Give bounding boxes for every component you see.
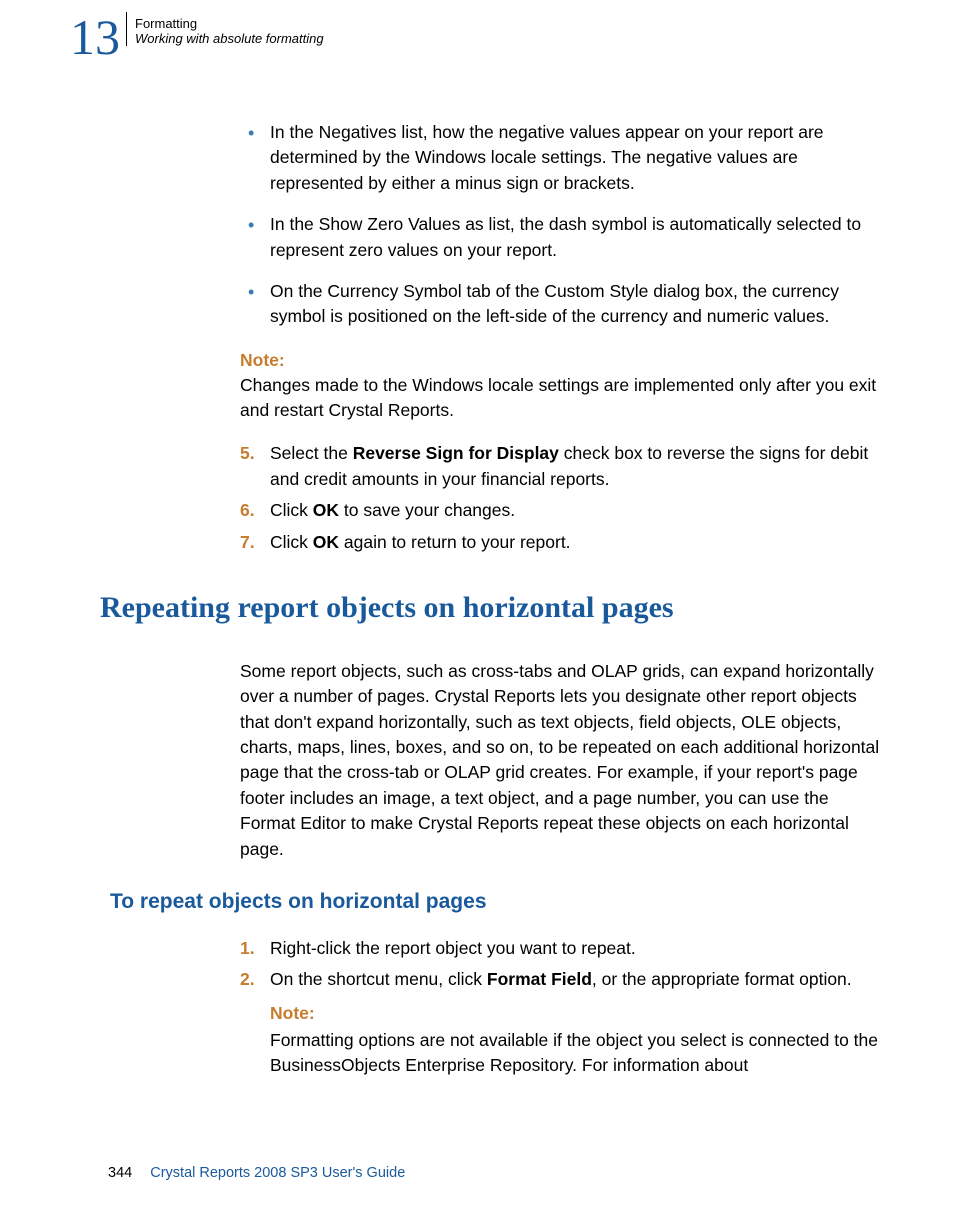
note-label: Note:: [270, 1001, 884, 1026]
chapter-number: 13: [70, 12, 120, 62]
step-text-post: , or the appropriate format option.: [592, 969, 852, 989]
step-number: 7.: [240, 530, 255, 555]
step-item: 6. Click OK to save your changes.: [240, 498, 884, 523]
step-text-post: to save your changes.: [339, 500, 515, 520]
chapter-titles: Formatting Working with absolute formatt…: [126, 12, 324, 46]
step-text-bold: OK: [313, 500, 339, 520]
step-text-bold: Reverse Sign for Display: [353, 443, 559, 463]
content-area: In the Negatives list, how the negative …: [240, 120, 884, 555]
bullet-item: In the Negatives list, how the negative …: [240, 120, 884, 196]
ordered-list-1: 5. Select the Reverse Sign for Display c…: [240, 441, 884, 555]
step-text-pre: Click: [270, 532, 313, 552]
body-paragraph: Some report objects, such as cross-tabs …: [240, 659, 884, 862]
chapter-title: Formatting: [135, 16, 324, 31]
step-number: 5.: [240, 441, 255, 466]
step-text-bold: OK: [313, 532, 339, 552]
chapter-subtitle: Working with absolute formatting: [135, 31, 324, 46]
step-number: 1.: [240, 936, 255, 961]
subsection-heading: To repeat objects on horizontal pages: [110, 890, 884, 914]
guide-title: Crystal Reports 2008 SP3 User's Guide: [150, 1165, 405, 1181]
page-footer: 344 Crystal Reports 2008 SP3 User's Guid…: [108, 1165, 405, 1181]
step-item: 7. Click OK again to return to your repo…: [240, 530, 884, 555]
step-text-pre: On the shortcut menu, click: [270, 969, 487, 989]
note-text: Formatting options are not available if …: [270, 1028, 884, 1079]
step-text-bold: Format Field: [487, 969, 592, 989]
bullet-list: In the Negatives list, how the negative …: [240, 120, 884, 330]
step-text-pre: Select the: [270, 443, 353, 463]
section-heading: Repeating report objects on horizontal p…: [100, 591, 884, 625]
step-text-pre: Right-click the report object you want t…: [270, 938, 636, 958]
step-item: 2. On the shortcut menu, click Format Fi…: [240, 967, 884, 1079]
note-text: Changes made to the Windows locale setti…: [240, 373, 884, 424]
step-item: 5. Select the Reverse Sign for Display c…: [240, 441, 884, 492]
chapter-header: 13 Formatting Working with absolute form…: [70, 12, 884, 62]
bullet-item: In the Show Zero Values as list, the das…: [240, 212, 884, 263]
nested-note: Note: Formatting options are not availab…: [270, 1001, 884, 1079]
content-area-3: 1. Right-click the report object you wan…: [240, 936, 884, 1079]
step-text-post: again to return to your report.: [339, 532, 571, 552]
ordered-list-2: 1. Right-click the report object you wan…: [240, 936, 884, 1079]
step-text-pre: Click: [270, 500, 313, 520]
page-number: 344: [108, 1165, 132, 1181]
bullet-item: On the Currency Symbol tab of the Custom…: [240, 279, 884, 330]
step-number: 6.: [240, 498, 255, 523]
step-number: 2.: [240, 967, 255, 992]
content-area-2: Some report objects, such as cross-tabs …: [240, 659, 884, 862]
note-label: Note:: [240, 350, 884, 371]
step-item: 1. Right-click the report object you wan…: [240, 936, 884, 961]
